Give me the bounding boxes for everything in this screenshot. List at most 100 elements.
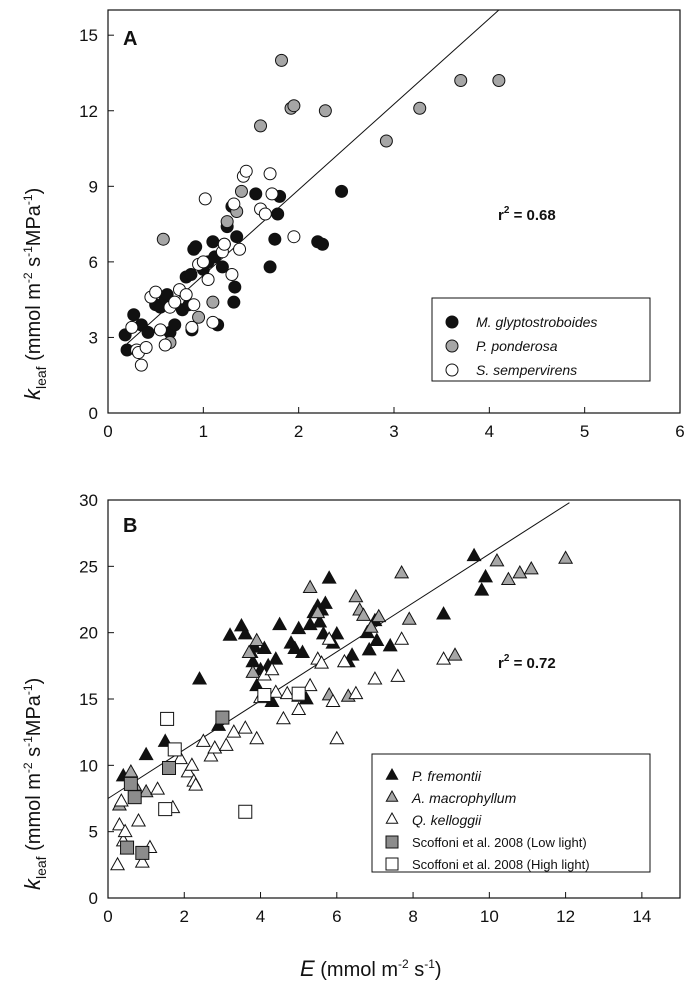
legend-label: M. glyptostroboides [476, 314, 597, 330]
point-scoffoni-et-al-2008-high-light [291, 686, 306, 701]
panel-b-y-ticks: 0 5 10 15 20 25 30 [79, 491, 114, 908]
point-p-ponderosa [492, 74, 506, 88]
point-scoffoni-et-al-2008-high-light [257, 688, 272, 703]
point-p-fremontii [317, 595, 333, 609]
point-p-ponderosa [254, 119, 268, 133]
panel-b-legend [371, 753, 651, 873]
point-q-kelloggii [268, 684, 284, 698]
panel-b-r2-value: = 0.72 [509, 655, 555, 672]
x-tick-label: 6 [675, 422, 684, 441]
y-tick-label: 0 [89, 404, 98, 423]
point-q-kelloggii [348, 685, 364, 700]
panel-a-r2-value: = 0.68 [509, 207, 555, 224]
point-p-ponderosa [275, 53, 289, 67]
point-scoffoni-et-al-2008-high-light [167, 742, 182, 757]
x-tick-label: 2 [180, 907, 189, 926]
legend-label: Scoffoni et al. 2008 (Low light) [412, 835, 587, 850]
point-s-sempervirens [187, 298, 201, 312]
point-p-ponderosa [192, 310, 206, 324]
point-a-macrophyllum [500, 571, 516, 585]
panel-b-r2-label: r [498, 655, 504, 672]
point-s-sempervirens [196, 255, 210, 269]
legend-marker [385, 835, 399, 849]
point-p-fremontii [256, 640, 272, 654]
panel-a-x-ticks: 0 1 2 3 4 5 6 [103, 407, 685, 441]
panel-b-points [110, 547, 574, 871]
point-scoffoni-et-al-2008-low-light [135, 845, 150, 860]
point-s-sempervirens [134, 358, 148, 372]
point-s-sempervirens [258, 207, 272, 221]
point-a-macrophyllum [371, 608, 387, 623]
panel-b-x-label-units: (mmol m [315, 959, 398, 981]
point-p-ponderosa [287, 99, 301, 113]
y-tick-label: 25 [79, 557, 98, 576]
point-a-macrophyllum [348, 588, 364, 603]
point-q-kelloggii [390, 668, 406, 682]
x-tick-label: 0 [103, 422, 112, 441]
point-s-sempervirens [265, 187, 279, 201]
y-tick-label: 15 [79, 26, 98, 45]
y-tick-label: 5 [89, 823, 98, 842]
point-q-kelloggii [195, 733, 211, 747]
point-p-fremontii [344, 647, 360, 661]
point-a-macrophyllum [249, 632, 265, 647]
point-scoffoni-et-al-2008-high-light [238, 804, 253, 819]
point-a-macrophyllum [355, 607, 371, 621]
x-tick-label: 5 [580, 422, 589, 441]
point-p-fremontii [249, 677, 265, 692]
point-s-sempervirens [233, 242, 247, 256]
panel-a-legend [431, 297, 651, 382]
point-s-sempervirens [153, 323, 167, 337]
point-m-glyptostroboides [249, 187, 263, 201]
point-q-kelloggii [436, 651, 452, 665]
point-m-glyptostroboides [168, 318, 182, 332]
point-q-kelloggii [111, 817, 127, 831]
y-tick-label: 30 [79, 491, 98, 510]
point-p-fremontii [294, 644, 310, 658]
point-m-glyptostroboides [335, 184, 349, 198]
y-tick-label: 3 [89, 328, 98, 347]
point-m-glyptostroboides [215, 260, 229, 274]
point-s-sempervirens [227, 197, 241, 211]
legend-label: S. sempervirens [476, 362, 577, 378]
point-m-glyptostroboides [228, 280, 242, 294]
point-scoffoni-et-al-2008-high-light [158, 802, 173, 817]
x-tick-label: 14 [632, 907, 651, 926]
point-q-kelloggii [117, 823, 133, 838]
legend-label: P. ponderosa [476, 338, 558, 354]
point-q-kelloggii [249, 730, 265, 745]
point-a-macrophyllum [123, 763, 139, 778]
point-s-sempervirens [179, 288, 193, 302]
panel-a-letter: A [123, 28, 137, 50]
point-s-sempervirens [149, 285, 163, 299]
fit-line [107, 502, 570, 799]
x-tick-label: 0 [103, 907, 112, 926]
panel-b-x-ticks: 0 2 4 6 8 10 12 14 [103, 892, 651, 926]
point-m-glyptostroboides [271, 207, 285, 221]
point-a-macrophyllum [489, 553, 505, 567]
legend-label: Scoffoni et al. 2008 (High light) [412, 857, 590, 872]
legend-marker [385, 789, 399, 802]
point-a-macrophyllum [523, 560, 539, 575]
legend-label: Q. kelloggii [412, 812, 482, 828]
x-tick-label: 6 [332, 907, 341, 926]
point-q-kelloggii [394, 631, 410, 645]
point-p-fremontii [138, 746, 154, 761]
point-a-macrophyllum [558, 550, 574, 564]
panel-b-y-label-leaf: leaf [33, 856, 49, 879]
point-p-ponderosa [379, 134, 393, 148]
point-a-macrophyllum [447, 647, 463, 661]
point-s-sempervirens [239, 164, 253, 178]
point-a-macrophyllum [138, 783, 154, 798]
point-q-kelloggii [110, 856, 126, 871]
panel-b-letter: B [123, 515, 137, 537]
panel-b-r2: r2 = 0.72 [498, 653, 556, 672]
legend-marker [445, 315, 459, 329]
point-q-kelloggii [180, 763, 196, 778]
legend-marker [445, 363, 459, 377]
legend-label: A. macrophyllum [411, 790, 517, 806]
point-q-kelloggii [203, 748, 219, 762]
point-q-kelloggii [131, 813, 147, 827]
point-p-fremontii [272, 616, 288, 631]
point-q-kelloggii [150, 781, 166, 795]
